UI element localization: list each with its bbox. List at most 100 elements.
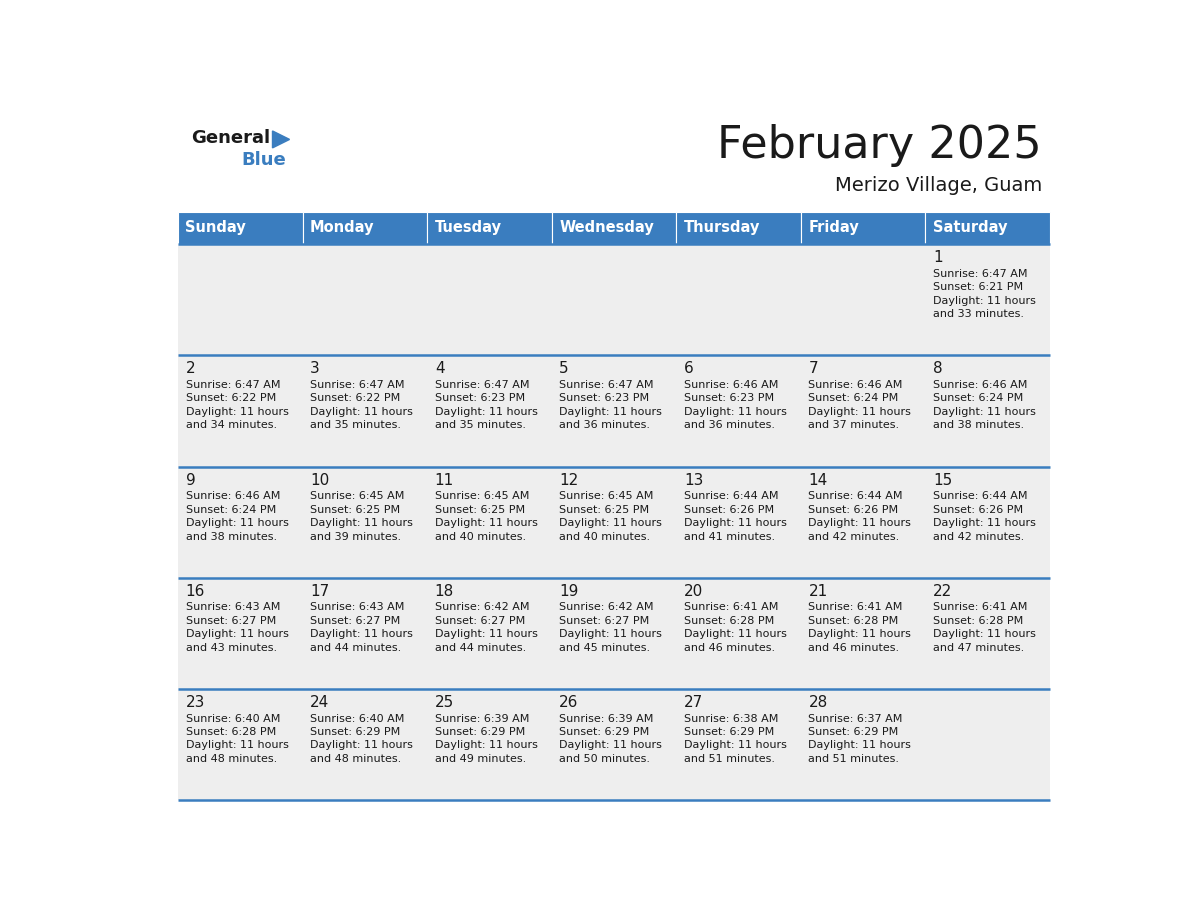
Text: Daylight: 11 hours: Daylight: 11 hours	[185, 741, 289, 751]
Text: Sunrise: 6:45 AM: Sunrise: 6:45 AM	[310, 491, 405, 501]
Text: Sunset: 6:24 PM: Sunset: 6:24 PM	[933, 394, 1023, 403]
Text: Sunrise: 6:46 AM: Sunrise: 6:46 AM	[684, 380, 778, 390]
Bar	[925, 688, 1050, 800]
Bar	[676, 466, 801, 577]
Text: Daylight: 11 hours: Daylight: 11 hours	[310, 741, 413, 751]
Text: Sunset: 6:28 PM: Sunset: 6:28 PM	[809, 616, 898, 626]
Text: Daylight: 11 hours: Daylight: 11 hours	[310, 518, 413, 528]
Bar	[801, 212, 925, 244]
Bar	[303, 688, 426, 800]
Text: 12: 12	[560, 473, 579, 487]
Polygon shape	[272, 131, 290, 148]
Text: Sunset: 6:24 PM: Sunset: 6:24 PM	[185, 505, 276, 515]
Text: Sunrise: 6:42 AM: Sunrise: 6:42 AM	[435, 602, 530, 612]
Text: Daylight: 11 hours: Daylight: 11 hours	[185, 518, 289, 528]
Bar	[551, 688, 676, 800]
Text: Sunset: 6:25 PM: Sunset: 6:25 PM	[310, 505, 400, 515]
Bar	[303, 212, 426, 244]
Text: Sunrise: 6:40 AM: Sunrise: 6:40 AM	[185, 713, 280, 723]
Text: and 45 minutes.: and 45 minutes.	[560, 643, 651, 653]
Text: Sunrise: 6:45 AM: Sunrise: 6:45 AM	[560, 491, 653, 501]
Text: and 51 minutes.: and 51 minutes.	[809, 754, 899, 764]
Text: Sunrise: 6:47 AM: Sunrise: 6:47 AM	[185, 380, 280, 390]
Text: 21: 21	[809, 584, 828, 599]
Text: and 34 minutes.: and 34 minutes.	[185, 420, 277, 431]
Bar	[426, 244, 551, 355]
Text: Sunrise: 6:46 AM: Sunrise: 6:46 AM	[185, 491, 280, 501]
Text: Daylight: 11 hours: Daylight: 11 hours	[560, 741, 662, 751]
Text: Sunset: 6:27 PM: Sunset: 6:27 PM	[435, 616, 525, 626]
Text: Tuesday: Tuesday	[435, 220, 501, 236]
Text: Sunrise: 6:39 AM: Sunrise: 6:39 AM	[560, 713, 653, 723]
Text: 23: 23	[185, 695, 206, 710]
Bar	[551, 355, 676, 466]
Text: Sunset: 6:29 PM: Sunset: 6:29 PM	[684, 727, 775, 737]
Text: February 2025: February 2025	[718, 124, 1042, 167]
Bar	[303, 244, 426, 355]
Text: and 35 minutes.: and 35 minutes.	[435, 420, 526, 431]
Bar	[426, 688, 551, 800]
Text: Sunrise: 6:45 AM: Sunrise: 6:45 AM	[435, 491, 529, 501]
Text: and 36 minutes.: and 36 minutes.	[560, 420, 650, 431]
Text: Sunset: 6:29 PM: Sunset: 6:29 PM	[435, 727, 525, 737]
Text: Sunrise: 6:38 AM: Sunrise: 6:38 AM	[684, 713, 778, 723]
Text: 7: 7	[809, 362, 819, 376]
Bar	[676, 355, 801, 466]
Text: 4: 4	[435, 362, 444, 376]
Text: and 36 minutes.: and 36 minutes.	[684, 420, 775, 431]
Text: General: General	[191, 129, 270, 148]
Text: Sunrise: 6:37 AM: Sunrise: 6:37 AM	[809, 713, 903, 723]
Bar	[426, 577, 551, 688]
Text: 15: 15	[933, 473, 953, 487]
Text: Sunrise: 6:43 AM: Sunrise: 6:43 AM	[310, 602, 405, 612]
Text: Sunrise: 6:46 AM: Sunrise: 6:46 AM	[809, 380, 903, 390]
Text: Sunset: 6:23 PM: Sunset: 6:23 PM	[560, 394, 650, 403]
Text: 8: 8	[933, 362, 942, 376]
Text: Merizo Village, Guam: Merizo Village, Guam	[835, 175, 1042, 195]
Bar	[925, 212, 1050, 244]
Text: Daylight: 11 hours: Daylight: 11 hours	[185, 407, 289, 417]
Text: 22: 22	[933, 584, 953, 599]
Text: Sunset: 6:23 PM: Sunset: 6:23 PM	[435, 394, 525, 403]
Text: Sunset: 6:27 PM: Sunset: 6:27 PM	[310, 616, 400, 626]
Bar	[178, 688, 303, 800]
Text: Daylight: 11 hours: Daylight: 11 hours	[435, 741, 538, 751]
Text: 17: 17	[310, 584, 329, 599]
Bar	[426, 212, 551, 244]
Text: Thursday: Thursday	[683, 220, 760, 236]
Text: Sunrise: 6:47 AM: Sunrise: 6:47 AM	[435, 380, 530, 390]
Text: Sunset: 6:22 PM: Sunset: 6:22 PM	[310, 394, 400, 403]
Text: Friday: Friday	[808, 220, 859, 236]
Text: Sunset: 6:28 PM: Sunset: 6:28 PM	[185, 727, 276, 737]
Text: Daylight: 11 hours: Daylight: 11 hours	[933, 407, 1036, 417]
Text: Sunset: 6:29 PM: Sunset: 6:29 PM	[560, 727, 650, 737]
Text: Daylight: 11 hours: Daylight: 11 hours	[809, 518, 911, 528]
Text: Daylight: 11 hours: Daylight: 11 hours	[809, 407, 911, 417]
Bar	[801, 688, 925, 800]
Text: and 48 minutes.: and 48 minutes.	[310, 754, 402, 764]
Text: 10: 10	[310, 473, 329, 487]
Text: Sunrise: 6:47 AM: Sunrise: 6:47 AM	[560, 380, 653, 390]
Bar	[303, 355, 426, 466]
Bar	[303, 466, 426, 577]
Text: and 43 minutes.: and 43 minutes.	[185, 643, 277, 653]
Text: 18: 18	[435, 584, 454, 599]
Bar	[551, 466, 676, 577]
Text: and 44 minutes.: and 44 minutes.	[435, 643, 526, 653]
Text: and 49 minutes.: and 49 minutes.	[435, 754, 526, 764]
Text: Sunset: 6:26 PM: Sunset: 6:26 PM	[684, 505, 775, 515]
Text: Wednesday: Wednesday	[560, 220, 653, 236]
Bar	[426, 355, 551, 466]
Text: and 40 minutes.: and 40 minutes.	[560, 532, 651, 542]
Bar	[551, 577, 676, 688]
Text: Daylight: 11 hours: Daylight: 11 hours	[933, 518, 1036, 528]
Bar	[801, 355, 925, 466]
Text: Sunrise: 6:44 AM: Sunrise: 6:44 AM	[933, 491, 1028, 501]
Text: Daylight: 11 hours: Daylight: 11 hours	[560, 407, 662, 417]
Bar	[676, 577, 801, 688]
Text: Sunrise: 6:39 AM: Sunrise: 6:39 AM	[435, 713, 529, 723]
Text: Blue: Blue	[241, 151, 286, 169]
Text: Daylight: 11 hours: Daylight: 11 hours	[809, 630, 911, 639]
Bar	[925, 355, 1050, 466]
Text: and 37 minutes.: and 37 minutes.	[809, 420, 899, 431]
